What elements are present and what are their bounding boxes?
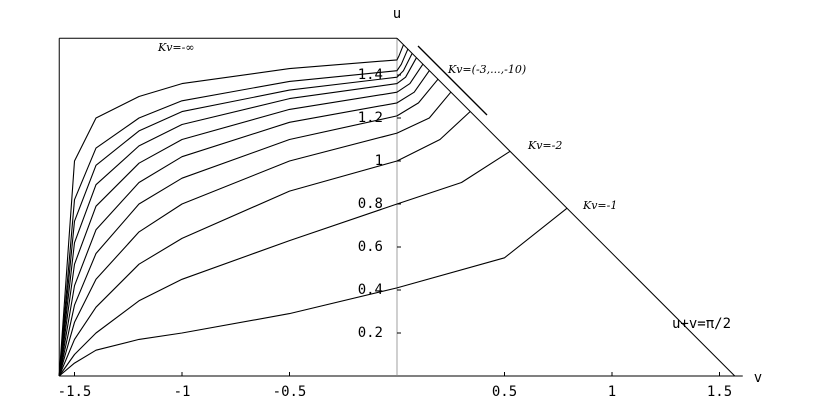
y-tick-label: 1.2 [358, 110, 383, 126]
boundary-line [396, 37, 736, 377]
x-tick-label: -1.5 [58, 384, 92, 400]
x-tick-label: -1 [174, 384, 191, 400]
y-tick-label: 0.2 [358, 325, 383, 341]
y-axis-label: u [393, 6, 401, 22]
x-tick-label: 0.5 [492, 384, 517, 400]
curve [58, 111, 471, 377]
curve [58, 78, 439, 377]
curve [58, 53, 413, 377]
annotation: Kv=-∞ [157, 41, 195, 54]
curve [58, 207, 568, 377]
annotation: Kv=-2 [527, 139, 562, 152]
bracket [417, 45, 488, 116]
x-axis-label: v [754, 370, 762, 386]
annotation: Kv=(-3,...,-10) [447, 63, 526, 76]
annotation: Kv=-1 [582, 199, 617, 212]
annotation: u+v=π/2 [672, 316, 731, 332]
y-tick-label: 1.4 [358, 67, 383, 83]
curve [58, 70, 430, 377]
y-tick-label: 1 [375, 153, 383, 169]
curve [58, 63, 424, 377]
x-tick-label: 1.5 [707, 384, 732, 400]
curve [58, 91, 452, 377]
curve [58, 150, 511, 377]
curve [58, 57, 417, 377]
curve [58, 48, 409, 377]
x-tick-label: 1 [608, 384, 616, 400]
y-tick-label: 0.8 [358, 196, 383, 212]
y-tick-label: 0.6 [358, 239, 383, 255]
curve [58, 44, 404, 377]
y-tick-label: 0.4 [358, 282, 383, 298]
x-tick-label: -0.5 [273, 384, 307, 400]
